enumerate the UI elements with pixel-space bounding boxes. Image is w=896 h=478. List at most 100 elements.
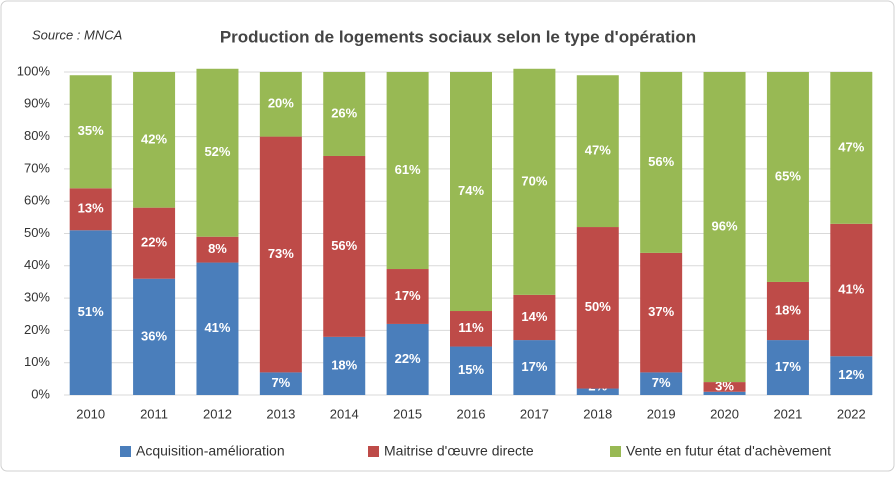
y-tick-label: 0%	[31, 386, 50, 401]
source: Source : MNCA	[32, 27, 122, 42]
bar-segment	[196, 236, 239, 263]
bar-segment	[196, 262, 239, 395]
data-label: 8%	[208, 241, 227, 256]
data-label: 47%	[838, 139, 864, 154]
data-label: 17%	[521, 359, 547, 374]
data-label: 36%	[141, 328, 167, 343]
bar-segment	[133, 207, 176, 279]
bar-segment	[513, 294, 556, 341]
bar-segment	[323, 336, 366, 395]
data-label: 7%	[271, 375, 290, 390]
legend-swatch	[610, 446, 621, 457]
x-tick-label: 2012	[203, 406, 232, 421]
x-tick-label: 2018	[583, 406, 612, 421]
data-label: 12%	[838, 367, 864, 382]
y-tick-label: 100%	[17, 63, 51, 78]
bar-segment	[576, 227, 619, 389]
data-label: 14%	[521, 309, 547, 324]
data-label: 7%	[652, 375, 671, 390]
bar-segment	[450, 346, 492, 395]
data-label: 22%	[141, 235, 167, 250]
bar-segment	[323, 155, 366, 337]
x-tick-label: 2019	[647, 406, 676, 421]
data-label: 18%	[775, 302, 801, 317]
data-label: 52%	[204, 144, 230, 159]
x-tick-label: 2013	[266, 406, 295, 421]
x-tick-label: 2014	[330, 406, 359, 421]
x-tick-label: 2021	[773, 406, 802, 421]
bar-segment	[576, 388, 619, 395]
bar-segment	[640, 252, 683, 373]
bar-segment	[386, 323, 429, 395]
data-label: 61%	[395, 162, 421, 177]
bar-segment	[830, 72, 873, 224]
legend-swatch	[368, 446, 379, 457]
bar-segment	[196, 68, 239, 237]
x-tick-label: 2016	[457, 406, 486, 421]
legend-label: Acquisition-amélioration	[136, 443, 285, 459]
data-label: 56%	[331, 238, 357, 253]
data-label: 51%	[78, 304, 104, 319]
y-tick-label: 40%	[24, 257, 50, 272]
bar-segment	[830, 223, 873, 357]
bar-segment	[830, 356, 873, 395]
x-tick-label: 2017	[520, 406, 549, 421]
bar-segment	[640, 72, 683, 253]
bar-segment	[386, 72, 429, 270]
bar-segment	[703, 391, 746, 395]
bar-segment	[703, 382, 746, 392]
data-label: 17%	[775, 359, 801, 374]
data-label: 56%	[648, 154, 674, 169]
data-label: 26%	[331, 105, 357, 120]
data-label: 18%	[331, 357, 357, 372]
chart-title: Production de logements sociaux selon le…	[220, 27, 696, 46]
data-label: 37%	[648, 304, 674, 319]
bar-segment	[576, 75, 619, 228]
data-label: 35%	[78, 123, 104, 138]
data-label: 42%	[141, 131, 167, 146]
bar-segment	[259, 72, 302, 137]
bar-segment	[766, 72, 809, 282]
data-label: 13%	[78, 201, 104, 216]
x-tick-label: 2020	[710, 406, 739, 421]
y-tick-label: 10%	[24, 354, 50, 369]
data-label: 73%	[268, 246, 294, 261]
data-label: 74%	[458, 183, 484, 198]
bar-segment	[133, 278, 176, 395]
data-label: 50%	[585, 299, 611, 314]
bar-segment	[133, 72, 176, 208]
bar-segment	[513, 340, 556, 395]
bar-segment	[703, 72, 746, 383]
data-label: 20%	[268, 96, 294, 111]
data-label: 96%	[712, 218, 738, 233]
bar-segment	[766, 340, 809, 395]
data-label: 41%	[204, 320, 230, 335]
bar-segment	[259, 136, 302, 373]
y-tick-label: 90%	[24, 96, 50, 111]
legend-label: Vente en futur état d'achèvement	[626, 443, 831, 459]
y-tick-label: 60%	[24, 193, 50, 208]
x-tick-label: 2015	[393, 406, 422, 421]
legend-label: Maitrise d'œuvre directe	[384, 443, 534, 459]
y-tick-label: 70%	[24, 160, 50, 175]
bar-segment	[259, 372, 302, 395]
bar-segment	[69, 188, 112, 231]
data-label: 11%	[458, 320, 484, 335]
bar-segment	[69, 230, 112, 395]
bar-segment	[323, 72, 366, 156]
bar-segment	[513, 68, 556, 295]
data-label: 3%	[715, 378, 734, 393]
y-tick-label: 80%	[24, 128, 50, 143]
x-tick-label: 2010	[76, 406, 105, 421]
data-label: 17%	[395, 288, 421, 303]
bar-segment	[766, 281, 809, 341]
legend-swatch	[120, 446, 131, 457]
y-tick-label: 30%	[24, 290, 50, 305]
bar-segment	[450, 311, 492, 347]
bar-segment	[386, 269, 429, 324]
x-tick-label: 2022	[837, 406, 866, 421]
data-label: 41%	[838, 281, 864, 296]
bar-segment	[69, 75, 112, 189]
data-label: 47%	[585, 143, 611, 158]
